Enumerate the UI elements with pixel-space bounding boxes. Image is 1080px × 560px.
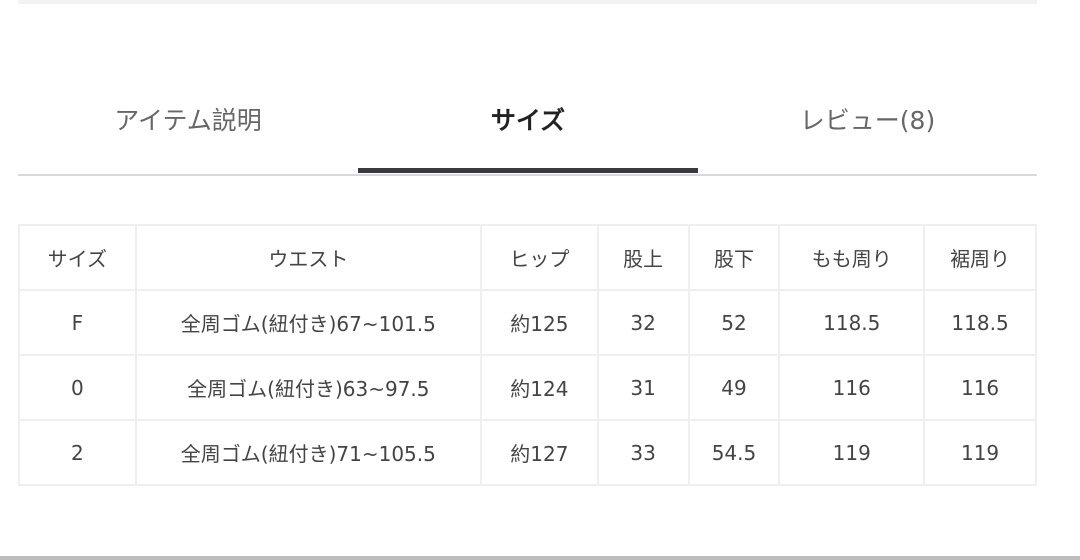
top-divider [18,0,1037,4]
tab-bar: アイテム説明 サイズ レビュー(8) [18,90,1037,176]
column-header: サイズ [18,224,137,291]
table-cell: 33 [596,419,690,486]
table-row: 0 全周ゴム(紐付き)63~97.5 約124 31 49 116 116 [18,354,1037,421]
bottom-divider [0,556,1080,560]
table-cell: F [18,289,137,356]
table-cell: 全周ゴム(紐付き)63~97.5 [134,354,483,421]
column-header: ウエスト [134,224,483,291]
column-header: ヒップ [480,224,599,291]
table-cell: 32 [596,289,690,356]
tab-reviews[interactable]: レビュー(8) [799,106,936,135]
column-header: 裾周り [923,224,1037,291]
size-table: サイズ ウエスト ヒップ 股上 股下 もも周り 裾周り F 全周ゴム(紐付き)67~101.5 約… [18,224,1037,486]
table-cell: 約125 [480,289,599,356]
column-header: もも周り [778,224,926,291]
table-row: 2 全周ゴム(紐付き)71~105.5 約127 33 54.5 119 119 [18,419,1037,486]
table-cell: 全周ゴム(紐付き)67~101.5 [134,289,483,356]
table-cell: 119 [778,419,926,486]
table-cell: 116 [778,354,926,421]
table-header-row: サイズ ウエスト ヒップ 股上 股下 もも周り 裾周り [18,224,1037,291]
table-cell: 118.5 [923,289,1037,356]
table-cell: 約127 [480,419,599,486]
table-cell: 49 [687,354,781,421]
table-row: F 全周ゴム(紐付き)67~101.5 約125 32 52 118.5 118.5 [18,289,1037,356]
tab-item-description[interactable]: アイテム説明 [114,106,262,135]
table-cell: 118.5 [778,289,926,356]
table-cell: 全周ゴム(紐付き)71~105.5 [134,419,483,486]
table-cell: 約124 [480,354,599,421]
table-cell: 31 [596,354,690,421]
column-header: 股上 [596,224,690,291]
table-cell: 119 [923,419,1037,486]
table-cell: 54.5 [687,419,781,486]
column-header: 股下 [687,224,781,291]
active-tab-indicator [358,168,698,173]
table-cell: 52 [687,289,781,356]
table-cell: 116 [923,354,1037,421]
tab-size[interactable]: サイズ [490,106,566,135]
table-cell: 2 [18,419,137,486]
table-cell: 0 [18,354,137,421]
